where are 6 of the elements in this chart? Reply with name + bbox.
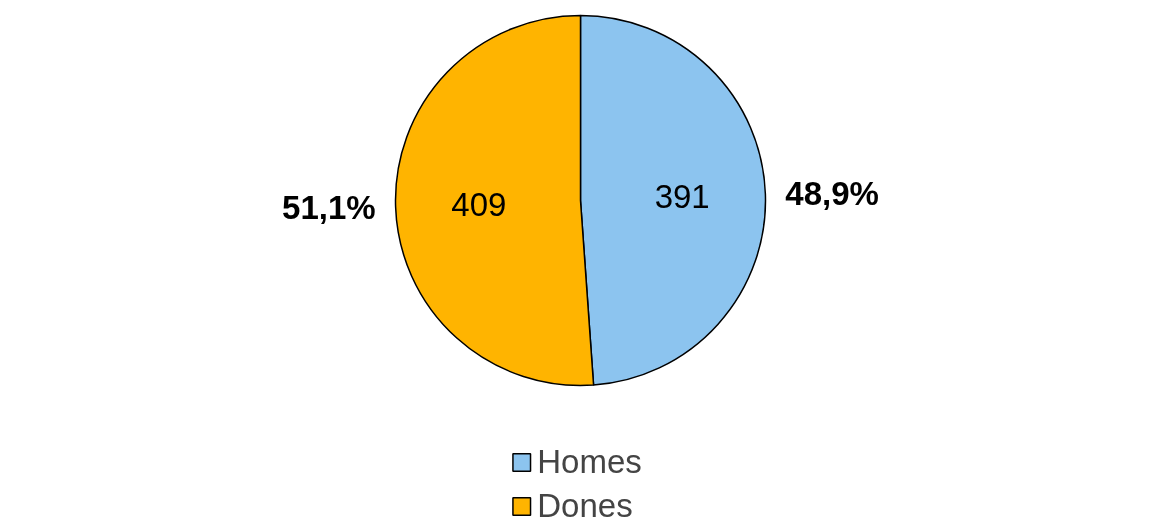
text: 48,9% bbox=[785, 174, 879, 212]
data-label: 409 bbox=[451, 185, 507, 223]
text: 51,1% bbox=[282, 189, 376, 227]
legend-label: Dones bbox=[537, 486, 633, 526]
data-label: 391 bbox=[654, 178, 710, 216]
legend-label: Homes bbox=[537, 442, 642, 482]
